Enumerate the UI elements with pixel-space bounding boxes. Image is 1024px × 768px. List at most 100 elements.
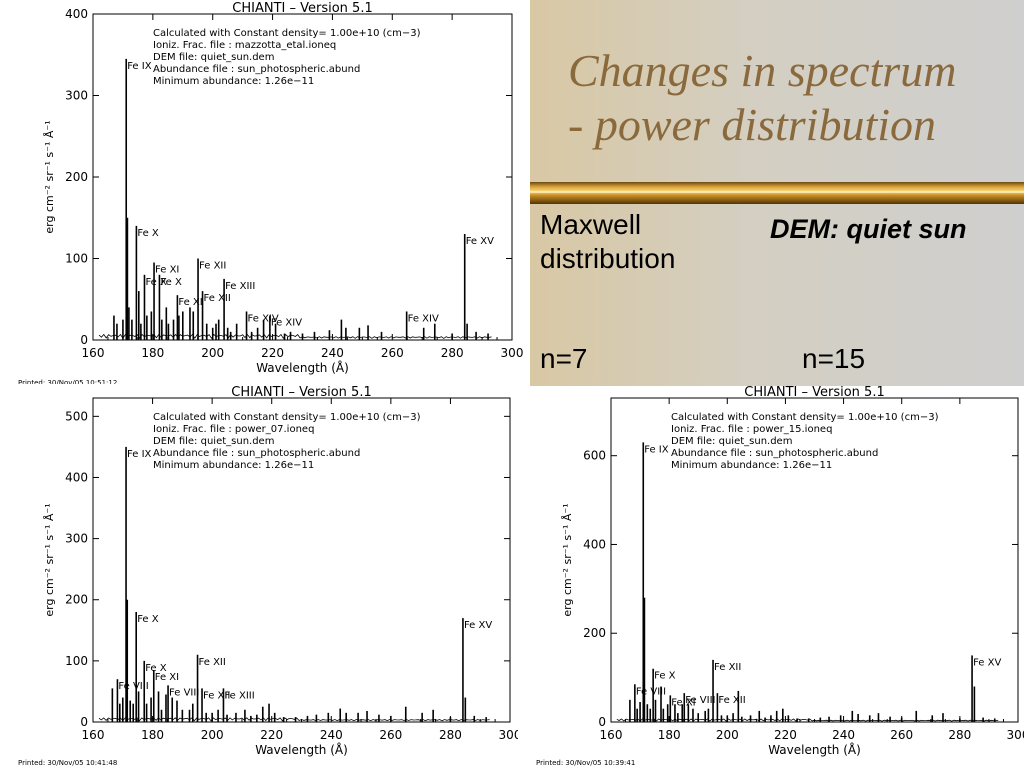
maxwell-label: Maxwell distribution: [540, 208, 740, 276]
info-line: DEM file: quiet_sun.dem: [671, 436, 792, 447]
info-line: Ioniz. Frac. file : power_15.ioneq: [671, 424, 832, 435]
printed-timestamp: Printed: 30/Nov/05 10:41:48: [18, 759, 117, 767]
y-tick-label: 400: [65, 470, 88, 484]
y-tick-label: 0: [598, 715, 606, 729]
x-tick-label: 220: [774, 728, 797, 742]
line-label: Fe XII: [714, 662, 741, 673]
spectrum-chart-top: CHIANTI – Version 5.1 160 180 200 220 240 260 2…: [0, 0, 530, 388]
y-tick-label: 400: [583, 537, 606, 551]
dem-label: DEM: quiet sun: [770, 214, 967, 244]
x-tick-label: 180: [141, 346, 164, 360]
info-line: Abundance file : sun_photospheric.abund: [153, 64, 360, 75]
line-label: Fe XII: [203, 690, 230, 701]
slide-panel: Changes in spectrum - power distribution…: [530, 0, 1024, 386]
line-label: Fe VIII: [685, 695, 715, 706]
x-tick-label: 260: [890, 728, 913, 742]
x-tick-label: 300: [501, 346, 524, 360]
line-label: Fe XIV: [248, 313, 279, 324]
x-tick-label: 280: [948, 728, 971, 742]
printed-timestamp: Printed: 30/Nov/05 10:51:12: [18, 379, 117, 387]
maxwell-label-line2: distribution: [540, 243, 676, 274]
spectrum-chart-n15: CHIANTI – Version 5.1 160 180 200 220 240 260 2…: [518, 384, 1024, 768]
slide-title-line1: Changes in spectrum: [568, 45, 957, 96]
x-tick-label: 180: [658, 728, 681, 742]
continuum-line: [98, 333, 492, 340]
info-line: Abundance file : sun_photospheric.abund: [671, 448, 878, 459]
info-line: Abundance file : sun_photospheric.abund: [153, 448, 360, 459]
line-label: Fe IX: [127, 449, 151, 460]
spectrum-chart-n7: CHIANTI – Version 5.1 160 180 200 220 240 260 2…: [0, 384, 518, 768]
y-tick-label: 0: [80, 715, 88, 729]
line-label: Fe XV: [973, 657, 1001, 668]
x-tick-label: 220: [261, 346, 284, 360]
chart-svg: CHIANTI – Version 5.1 160 180 200 220 240 260 2…: [18, 385, 518, 767]
y-tick-label: 200: [65, 593, 88, 607]
continuum-line: [616, 718, 999, 722]
line-label: Fe XIV: [271, 318, 302, 329]
x-tick-label: 160: [82, 728, 105, 742]
y-axis-label: erg cm⁻² sr⁻¹ s⁻¹ Å⁻¹: [43, 120, 56, 233]
info-line: DEM file: quiet_sun.dem: [153, 436, 274, 447]
maxwell-label-line1: Maxwell: [540, 209, 642, 240]
line-label: Fe XI: [155, 265, 179, 276]
line-label: Fe XIII: [224, 690, 254, 701]
continuum-line: [98, 717, 490, 722]
x-tick-label: 280: [439, 728, 462, 742]
line-label: Fe VIII: [636, 686, 666, 697]
info-line: DEM file: quiet_sun.dem: [153, 52, 274, 63]
line-label: Fe XIII: [225, 281, 255, 292]
line-label: Fe X: [145, 663, 167, 674]
y-tick-label: 100: [65, 654, 88, 668]
y-tick-label: 400: [65, 7, 88, 21]
line-label: Fe X: [137, 228, 159, 239]
x-tick-label: 300: [1007, 728, 1024, 742]
line-label: Fe XII: [199, 657, 226, 668]
y-tick-label: 0: [80, 333, 88, 347]
x-tick-label: 240: [832, 728, 855, 742]
line-label: Fe IX: [644, 444, 668, 455]
line-label: Fe XI: [155, 672, 179, 683]
y-tick-label: 200: [65, 170, 88, 184]
x-tick-label: 260: [381, 346, 404, 360]
line-label: Fe IX: [127, 61, 151, 72]
line-label: Fe X: [137, 614, 159, 625]
y-tick-label: 500: [65, 409, 88, 423]
x-tick-label: 220: [260, 728, 283, 742]
y-tick-label: 100: [65, 252, 88, 266]
chart-svg: CHIANTI – Version 5.1 160 180 200 220 240 260 2…: [536, 385, 1024, 767]
y-tick-label: 300: [65, 89, 88, 103]
line-label: Fe XII: [199, 261, 226, 272]
info-line: Calculated with Constant density= 1.00e+…: [671, 412, 939, 423]
info-line: Calculated with Constant density= 1.00e+…: [153, 28, 421, 39]
line-label: Fe VIII: [118, 681, 148, 692]
chart-title: CHIANTI – Version 5.1: [232, 1, 372, 16]
printed-timestamp: Printed: 30/Nov/05 10:39:41: [536, 759, 635, 767]
line-label: Fe X: [160, 277, 182, 288]
line-label: Fe XI: [178, 297, 202, 308]
chart-svg: CHIANTI – Version 5.1 160 180 200 220 240 260 2…: [18, 1, 524, 387]
chart-title: CHIANTI – Version 5.1: [231, 385, 371, 400]
x-tick-label: 160: [600, 728, 623, 742]
gold-divider: [530, 182, 1024, 204]
info-line: Ioniz. Frac. file : mazzotta_etal.ioneq: [153, 40, 336, 51]
slide-title: Changes in spectrum - power distribution: [568, 44, 1018, 152]
y-tick-label: 300: [65, 532, 88, 546]
x-tick-label: 240: [321, 346, 344, 360]
x-tick-label: 240: [320, 728, 343, 742]
x-axis-label: Wavelength (Å): [256, 360, 349, 375]
line-label: Fe X: [145, 277, 167, 288]
y-axis-label: erg cm⁻² sr⁻¹ s⁻¹ Å⁻¹: [561, 503, 574, 616]
x-tick-label: 200: [201, 728, 224, 742]
slide-title-line2: - power distribution: [568, 99, 937, 150]
x-tick-label: 160: [82, 346, 105, 360]
line-label: Fe XII: [718, 695, 745, 706]
x-tick-label: 200: [201, 346, 224, 360]
y-axis-label: erg cm⁻² sr⁻¹ s⁻¹ Å⁻¹: [43, 503, 56, 616]
info-line: Minimum abundance: 1.26e−11: [153, 76, 314, 87]
x-tick-label: 280: [441, 346, 464, 360]
x-tick-label: 180: [141, 728, 164, 742]
x-axis-label: Wavelength (Å): [768, 742, 861, 757]
x-tick-label: 200: [716, 728, 739, 742]
x-tick-label: 260: [379, 728, 402, 742]
info-line: Ioniz. Frac. file : power_07.ioneq: [153, 424, 314, 435]
